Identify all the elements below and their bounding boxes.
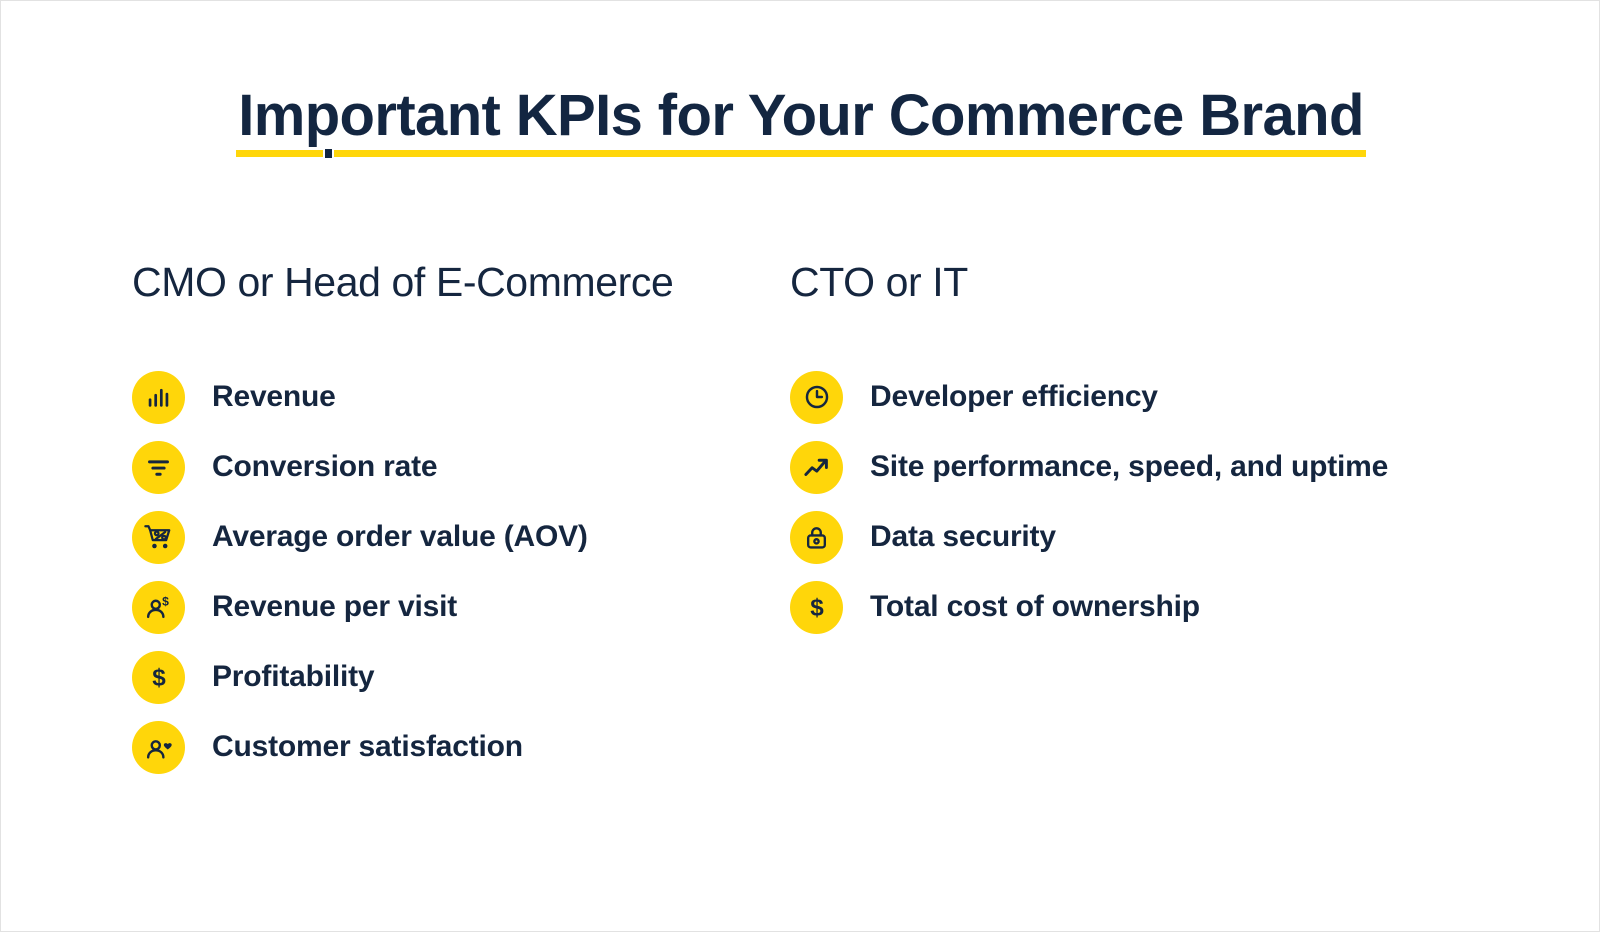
kpi-list-cto: Developer efficiency Site performance, s… — [790, 362, 1550, 642]
bar-chart-icon — [132, 370, 185, 424]
page-title: Important KPIs for Your Commerce Brand — [238, 83, 1364, 148]
list-item[interactable]: $ Profitability — [132, 642, 772, 712]
list-item[interactable]: Developer efficiency — [790, 362, 1550, 432]
kpi-list-cmo: Revenue Conversion rate — [132, 362, 772, 782]
kpi-label: Conversion rate — [212, 450, 438, 484]
shopping-cart-percent-icon — [132, 510, 185, 564]
kpi-label: Average order value (AOV) — [212, 520, 588, 554]
person-dollar-icon: $ — [132, 580, 185, 634]
clock-icon — [790, 370, 843, 424]
dollar-sign-icon: $ — [132, 650, 185, 704]
person-heart-icon — [132, 720, 185, 774]
kpi-label: Developer efficiency — [870, 380, 1158, 414]
list-item[interactable]: Average order value (AOV) — [132, 502, 772, 572]
kpi-label: Revenue per visit — [212, 590, 458, 624]
list-item[interactable]: Customer satisfaction — [132, 712, 772, 782]
column-heading-cto: CTO or IT — [790, 259, 968, 305]
list-item[interactable]: Site performance, speed, and uptime — [790, 432, 1550, 502]
list-item[interactable]: Conversion rate — [132, 432, 772, 502]
dollar-sign-icon: $ — [790, 580, 843, 634]
kpi-label: Total cost of ownership — [870, 590, 1200, 624]
page-title-container: Important KPIs for Your Commerce Brand — [1, 83, 1599, 158]
funnel-icon — [132, 440, 185, 494]
lock-icon — [790, 510, 843, 564]
kpi-label: Site performance, speed, and uptime — [870, 450, 1389, 484]
kpi-label: Revenue — [212, 380, 336, 414]
kpi-label: Customer satisfaction — [212, 730, 523, 764]
svg-text:$: $ — [162, 595, 169, 609]
page-title-inner: Important KPIs for Your Commerce Brand — [236, 83, 1366, 158]
svg-text:$: $ — [810, 595, 824, 622]
list-item[interactable]: Data security — [790, 502, 1550, 572]
column-heading-cmo: CMO or Head of E-Commerce — [132, 259, 674, 305]
list-item[interactable]: $ Revenue per visit — [132, 572, 772, 642]
title-descender-stroke — [325, 148, 333, 158]
list-item[interactable]: Revenue — [132, 362, 772, 432]
list-item[interactable]: $ Total cost of ownership — [790, 572, 1550, 642]
kpi-label: Data security — [870, 520, 1056, 554]
trending-up-icon — [790, 440, 843, 494]
kpi-column-cmo: CMO or Head of E-Commerce Revenue — [132, 259, 772, 782]
kpi-columns: CMO or Head of E-Commerce Revenue — [1, 259, 1599, 819]
kpi-label: Profitability — [212, 660, 375, 694]
svg-text:$: $ — [152, 665, 166, 692]
kpi-column-cto: CTO or IT Developer efficiency — [790, 259, 1550, 642]
title-underline-accent — [236, 149, 1366, 157]
